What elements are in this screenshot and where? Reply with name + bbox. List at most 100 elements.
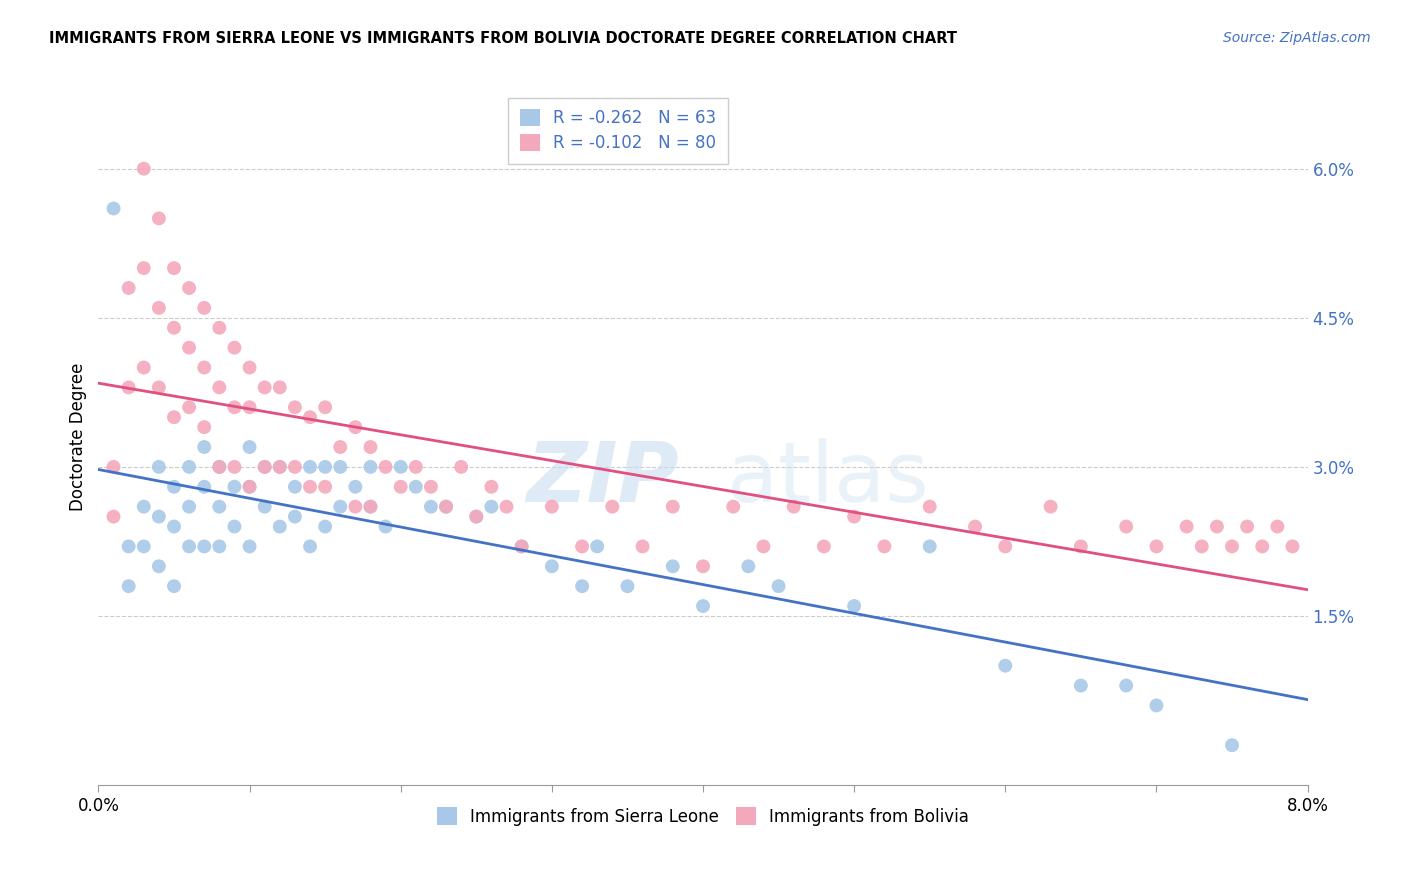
Point bbox=[768, 579, 790, 593]
Point bbox=[571, 540, 593, 554]
Point bbox=[1146, 540, 1168, 554]
Point bbox=[360, 440, 382, 454]
Point bbox=[1191, 540, 1213, 554]
Point bbox=[360, 459, 382, 474]
Point bbox=[420, 500, 443, 514]
Point bbox=[1175, 519, 1198, 533]
Point bbox=[344, 420, 367, 434]
Point bbox=[224, 459, 246, 474]
Point bbox=[737, 559, 759, 574]
Point bbox=[163, 261, 186, 276]
Point bbox=[118, 281, 141, 295]
Point bbox=[1070, 679, 1092, 693]
Point bbox=[994, 540, 1017, 554]
Point bbox=[163, 519, 186, 533]
Point bbox=[844, 509, 866, 524]
Point bbox=[193, 301, 215, 315]
Point bbox=[510, 540, 533, 554]
Point bbox=[179, 540, 201, 554]
Point bbox=[239, 401, 262, 415]
Point bbox=[224, 341, 246, 355]
Point bbox=[193, 360, 215, 375]
Point bbox=[193, 480, 215, 494]
Point bbox=[179, 500, 201, 514]
Point bbox=[132, 540, 155, 554]
Point bbox=[103, 202, 125, 216]
Point bbox=[692, 559, 714, 574]
Point bbox=[374, 459, 396, 474]
Point bbox=[118, 380, 141, 394]
Point bbox=[163, 579, 186, 593]
Point bbox=[103, 459, 125, 474]
Point bbox=[360, 500, 382, 514]
Point bbox=[813, 540, 835, 554]
Point bbox=[253, 459, 276, 474]
Point bbox=[420, 480, 443, 494]
Point bbox=[179, 459, 201, 474]
Point bbox=[405, 480, 427, 494]
Point bbox=[723, 500, 745, 514]
Text: atlas: atlas bbox=[727, 438, 929, 519]
Point bbox=[571, 579, 593, 593]
Point bbox=[224, 401, 246, 415]
Point bbox=[103, 509, 125, 524]
Point bbox=[1267, 519, 1289, 533]
Point bbox=[314, 459, 336, 474]
Point bbox=[1115, 519, 1137, 533]
Point bbox=[783, 500, 806, 514]
Point bbox=[481, 500, 503, 514]
Point bbox=[918, 500, 941, 514]
Text: ZIP: ZIP bbox=[526, 438, 679, 519]
Point bbox=[163, 320, 186, 334]
Text: Source: ZipAtlas.com: Source: ZipAtlas.com bbox=[1223, 31, 1371, 45]
Point bbox=[465, 509, 488, 524]
Point bbox=[208, 540, 231, 554]
Point bbox=[253, 459, 276, 474]
Point bbox=[284, 459, 307, 474]
Point bbox=[692, 599, 714, 613]
Point bbox=[434, 500, 457, 514]
Point bbox=[389, 459, 412, 474]
Point bbox=[1281, 540, 1303, 554]
Point bbox=[1236, 519, 1258, 533]
Point bbox=[434, 500, 457, 514]
Point bbox=[965, 519, 987, 533]
Point bbox=[661, 500, 683, 514]
Point bbox=[148, 509, 170, 524]
Point bbox=[132, 360, 155, 375]
Point bbox=[994, 658, 1017, 673]
Point bbox=[179, 401, 201, 415]
Point bbox=[481, 480, 503, 494]
Point bbox=[1220, 738, 1243, 752]
Point bbox=[299, 459, 322, 474]
Point bbox=[132, 161, 155, 176]
Point bbox=[269, 380, 291, 394]
Point bbox=[329, 500, 352, 514]
Point bbox=[661, 559, 683, 574]
Point bbox=[465, 509, 488, 524]
Point bbox=[1206, 519, 1229, 533]
Point bbox=[118, 579, 141, 593]
Point bbox=[269, 519, 291, 533]
Legend: Immigrants from Sierra Leone, Immigrants from Bolivia: Immigrants from Sierra Leone, Immigrants… bbox=[430, 801, 976, 832]
Point bbox=[450, 459, 472, 474]
Point bbox=[360, 500, 382, 514]
Point bbox=[314, 401, 336, 415]
Point bbox=[299, 540, 322, 554]
Point bbox=[540, 500, 562, 514]
Point bbox=[148, 211, 170, 226]
Point bbox=[586, 540, 609, 554]
Point bbox=[284, 480, 307, 494]
Point bbox=[132, 500, 155, 514]
Point bbox=[602, 500, 624, 514]
Point bbox=[344, 480, 367, 494]
Point bbox=[873, 540, 896, 554]
Point bbox=[752, 540, 775, 554]
Point bbox=[239, 540, 262, 554]
Point bbox=[253, 380, 276, 394]
Point bbox=[269, 459, 291, 474]
Point bbox=[329, 440, 352, 454]
Point bbox=[239, 440, 262, 454]
Point bbox=[389, 480, 412, 494]
Point bbox=[148, 559, 170, 574]
